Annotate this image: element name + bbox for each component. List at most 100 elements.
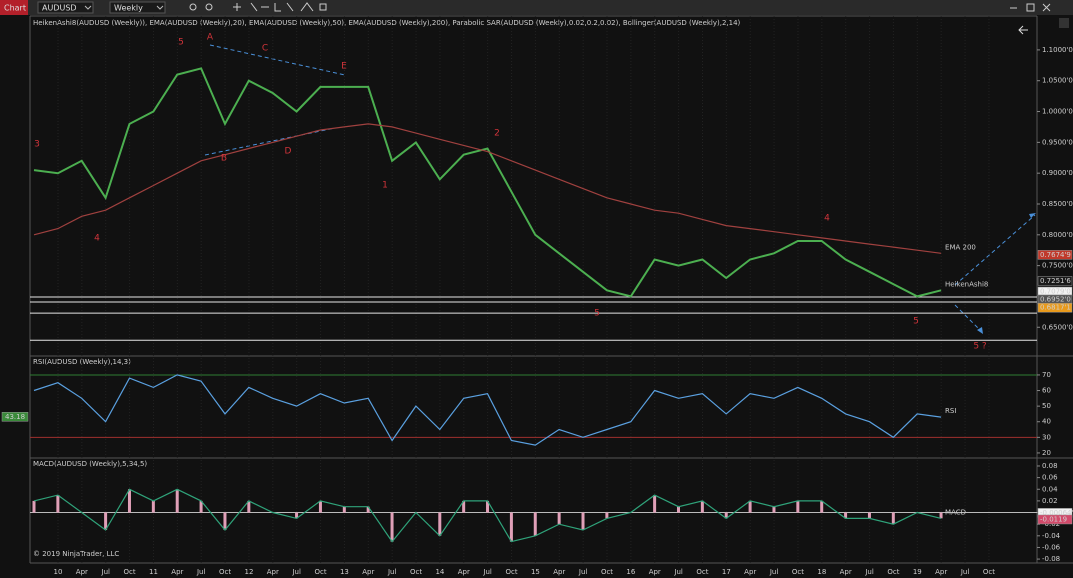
back-arrow[interactable] [1018,25,1028,35]
x-tick-label: Jul [482,568,492,576]
x-tick-label: 11 [149,568,158,576]
x-tick-label: Apr [744,568,756,576]
y-tick-label: 0.04 [1042,485,1058,493]
price-tag-label: 0.6817'1 [1040,304,1071,312]
macd-histogram-bar [557,512,561,525]
macd-histogram-bar [366,506,370,513]
y-tick-label: 30 [1042,433,1051,441]
price-tag-label: 0.6952'0 [1040,295,1071,303]
y-tick-label: 50 [1042,402,1051,410]
x-tick-label: Jul [864,568,874,576]
macd-histogram-bar [581,512,585,530]
y-tick-label: -0.06 [1042,543,1061,551]
interval-select[interactable] [109,1,166,14]
x-tick-label: Oct [887,568,899,576]
x-tick-label: Apr [76,568,88,576]
series-name: EMA 200 [945,243,976,251]
macd-panel-title: MACD(AUDUSD (Weekly),5,34,5) [33,460,147,468]
x-tick-label: Apr [935,568,947,576]
series-name: RSI [945,407,956,415]
y-tick-label: 0.08 [1042,462,1058,470]
macd-histogram-bar [318,500,322,513]
price-tag-label: -0.0119 [1040,515,1067,523]
macd-histogram-bar [844,512,848,519]
wave-label: E [341,62,347,72]
chart-tab[interactable] [0,0,28,15]
wave-label: 4 [824,214,830,224]
macd-histogram-bar [247,500,251,513]
x-tick-label: Oct [601,568,613,576]
y-tick-label: 1.0500'0 [1042,77,1073,85]
x-tick-label: 13 [340,568,349,576]
macd-histogram-bar [772,506,776,513]
x-tick-label: 19 [913,568,922,576]
macd-histogram-bar [820,500,824,513]
window-controls[interactable] [1010,3,1051,12]
panel-button[interactable] [1059,18,1069,28]
y-tick-label: 40 [1042,418,1051,426]
price-tag-label: -0.00064'6 [1040,509,1073,517]
wave-label: 4 [94,234,100,244]
tab-label: Chart [4,4,26,13]
wave-label: 5 [913,317,919,327]
y-tick-label: 0.8000'0 [1042,231,1073,239]
y-tick-label: 60 [1042,387,1051,395]
macd-histogram-bar [342,506,346,513]
series-name: MACD [945,508,966,516]
x-tick-label: 10 [54,568,63,576]
y-tick-label: 0.6500'0 [1042,323,1073,331]
y-tick-label: 0.02 [1042,497,1058,505]
macd-histogram-bar [151,500,155,513]
price-tag-label: 43.18 [5,413,25,421]
macd-histogram-bar [796,500,800,513]
x-tick-label: 16 [626,568,635,576]
y-tick-label: 20 [1042,449,1051,457]
wave-label: 3 [34,140,40,150]
macd-histogram-bar [199,500,203,513]
macd-histogram-bar [56,495,60,513]
price-tag-label: 0.7251'6 [1040,277,1071,285]
tool-icons[interactable] [189,2,327,12]
wave-label: B [221,154,227,164]
macd-histogram-bar [390,512,394,542]
macd-histogram-bar [32,500,36,513]
macd-histogram-bar [676,506,680,513]
price-tag [1037,276,1073,286]
x-tick-label: Jul [673,568,683,576]
dropdown-arrow [156,5,164,10]
macd-histogram-bar [127,489,131,513]
y-tick-label: 0.9500'0 [1042,138,1073,146]
toolbar [0,0,1073,15]
macd-histogram-bar [104,512,108,530]
x-tick-label: Apr [649,568,661,576]
macd-histogram-bar [891,512,895,525]
price-tag-label: 0.7674'9 [1040,251,1071,259]
x-tick-label: Jul [101,568,111,576]
wave-label: C [262,44,268,54]
wave-label: 5 [178,38,184,48]
y-tick-label: -0.08 [1042,555,1060,563]
wave-label: 5 ? [973,342,987,352]
x-tick-label: Jul [387,568,397,576]
x-tick-label: Oct [124,568,136,576]
macd-histogram-bar [748,500,752,513]
series-line [33,374,942,446]
x-tick-label: 14 [435,568,444,576]
macd-histogram-bar [223,512,227,530]
x-tick-label: Oct [983,568,995,576]
y-tick-label: 0.8500'0 [1042,200,1073,208]
x-tick-label: 15 [531,568,540,576]
macd-histogram-bar [605,512,609,519]
x-tick-label: Apr [362,568,374,576]
series-line [33,123,942,254]
macd-histogram-bar [462,500,466,513]
price-tag-label: 0.7079'0 [1040,288,1071,296]
y-tick-label: 1.0000'0 [1042,108,1073,116]
interval-label: Weekly [114,4,143,13]
y-tick-label: 0.7500'0 [1042,262,1073,270]
macd-histogram-bar [939,512,943,519]
instrument-select[interactable] [37,1,94,14]
x-tick-label: 17 [722,568,731,576]
x-tick-label: Apr [458,568,470,576]
macd-histogram-bar [509,512,513,542]
